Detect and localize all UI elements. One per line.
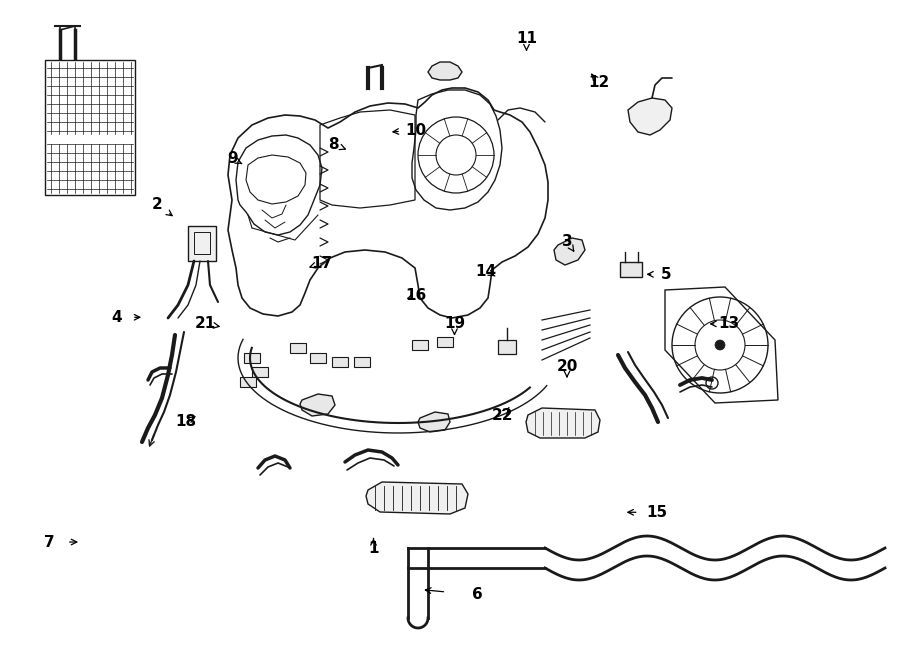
Bar — [354, 357, 370, 367]
Text: 18: 18 — [176, 414, 197, 429]
Polygon shape — [366, 482, 468, 514]
Text: 17: 17 — [311, 256, 333, 270]
Text: 20: 20 — [556, 360, 578, 374]
Text: 10: 10 — [405, 123, 427, 137]
Bar — [620, 262, 642, 277]
Bar — [194, 232, 210, 254]
Text: 9: 9 — [227, 151, 238, 166]
Text: 14: 14 — [475, 264, 497, 278]
Text: 4: 4 — [112, 310, 122, 325]
Text: 15: 15 — [646, 505, 668, 520]
Text: 1: 1 — [368, 541, 379, 556]
Text: 16: 16 — [405, 288, 427, 303]
Text: 8: 8 — [328, 137, 338, 151]
Text: 7: 7 — [44, 535, 55, 549]
Bar — [332, 357, 348, 367]
Bar — [188, 226, 216, 261]
Circle shape — [715, 340, 725, 350]
Text: 2: 2 — [152, 198, 163, 212]
Bar — [437, 337, 453, 347]
Polygon shape — [428, 62, 462, 80]
Bar — [412, 340, 428, 350]
Polygon shape — [628, 98, 672, 135]
Text: 12: 12 — [588, 75, 609, 90]
Bar — [310, 353, 326, 363]
Bar — [240, 377, 256, 387]
Bar — [498, 340, 516, 354]
Text: 13: 13 — [718, 317, 740, 331]
Text: 3: 3 — [562, 234, 572, 249]
Polygon shape — [554, 238, 585, 265]
Text: 19: 19 — [444, 317, 465, 331]
Text: 21: 21 — [194, 317, 216, 331]
Bar — [252, 367, 268, 377]
Polygon shape — [300, 394, 335, 416]
Bar — [45, 60, 135, 195]
Text: 22: 22 — [491, 408, 513, 422]
Text: 5: 5 — [661, 267, 671, 282]
Polygon shape — [526, 408, 600, 438]
Text: 11: 11 — [516, 31, 537, 46]
Text: 6: 6 — [472, 588, 482, 602]
Bar — [244, 353, 260, 363]
Polygon shape — [418, 412, 450, 432]
Bar — [290, 343, 306, 353]
